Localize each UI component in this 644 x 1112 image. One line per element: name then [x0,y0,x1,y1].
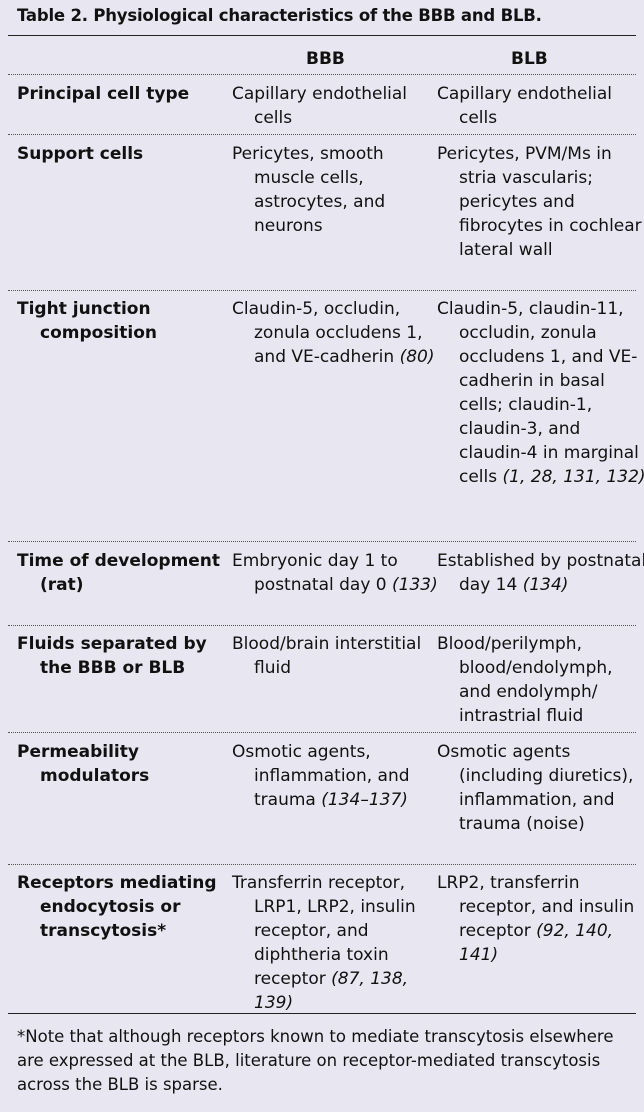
title-rule [8,35,636,36]
row-label: Support cells [17,144,144,164]
row-divider [8,541,636,542]
row-divider [8,290,636,291]
row-label: Time of development (rat) [17,551,221,595]
bbb-cell: Embryonic day 1 to postnatal day 0 (133) [232,549,439,597]
blb-cell: Capillary endothelial cells [437,82,644,130]
bbb-cell-text: Embryonic day 1 to postnatal day 0 [232,551,398,595]
bbb-cell: Transferrin receptor, LRP1, LRP2, insuli… [232,871,439,1015]
blb-cell-text: Osmotic agents (including diuretics), in… [437,742,634,834]
citation-ref: (134) [522,575,569,595]
citation-ref: (92, 140, 141) [459,921,614,965]
blb-cell: LRP2, transferrin receptor, and insulin … [437,871,644,967]
blb-cell-text: Claudin-5, claudin-11, occludin, zonula … [437,299,639,487]
bbb-cell-text: Claudin-5, occludin, zonula occludens 1,… [232,299,423,367]
blb-cell-text: LRP2, transferrin receptor, and insulin … [437,873,635,941]
bbb-cell-text: Pericytes, smooth muscle cells, astrocyt… [232,144,386,236]
bbb-cell: Osmotic agents, inflammation, and trauma… [232,740,439,812]
row-label: Permeability modulators [17,742,150,786]
table-title: Table 2. Physiological characteristics o… [17,6,542,25]
citation-ref: (133) [392,575,438,595]
citation-ref: (80) [399,347,435,367]
blb-cell: Osmotic agents (including diuretics), in… [437,740,644,836]
row-divider [8,134,636,135]
citation-ref: (87, 138, 139) [254,969,409,1013]
bbb-cell: Pericytes, smooth muscle cells, astrocyt… [232,142,439,238]
citation-ref: (1, 28, 131, 132) [502,467,644,487]
row-label: Receptors mediating endocytosis or trans… [17,873,217,941]
row-divider [8,625,636,626]
bbb-cell-text: Transferrin receptor, LRP1, LRP2, insuli… [232,873,416,989]
blb-cell-text: Established by postnatal day 14 [437,551,644,595]
bbb-cell-text: Osmotic agents, inflammation, and trauma [232,742,410,810]
blb-cell: Pericytes, PVM/Ms in stria vascularis; p… [437,142,644,262]
blb-cell-text: Pericytes, PVM/Ms in stria vascularis; p… [437,144,642,260]
blb-cell-text: Capillary endothelial cells [437,84,613,128]
blb-cell: Claudin-5, claudin-11, occludin, zonula … [437,297,644,489]
row-label: Principal cell type [17,84,190,104]
bbb-cell: Capillary endothelial cells [232,82,439,130]
row-label: Tight junction composition [17,299,157,343]
column-header-bbb: BBB [306,49,345,69]
citation-ref: (134–137) [321,790,408,810]
blb-cell: Blood/perilymph, blood/endolymph, and en… [437,632,644,728]
blb-cell-text: Blood/perilymph, blood/endolymph, and en… [437,634,613,726]
footnote-rule [8,1013,636,1014]
bbb-cell-text: Capillary endothelial cells [232,84,408,128]
bbb-cell: Blood/brain interstitial fluid [232,632,439,680]
row-divider [8,864,636,865]
row-label: Fluids separated by the BBB or BLB [17,634,207,678]
column-header-blb: BLB [511,49,548,69]
bbb-cell: Claudin-5, occludin, zonula occludens 1,… [232,297,439,369]
blb-cell: Established by postnatal day 14 (134) [437,549,644,597]
table-footnote: *Note that although receptors known to m… [17,1027,614,1094]
row-divider [8,732,636,733]
bbb-cell-text: Blood/brain interstitial fluid [232,634,422,678]
header-rule [8,74,636,75]
